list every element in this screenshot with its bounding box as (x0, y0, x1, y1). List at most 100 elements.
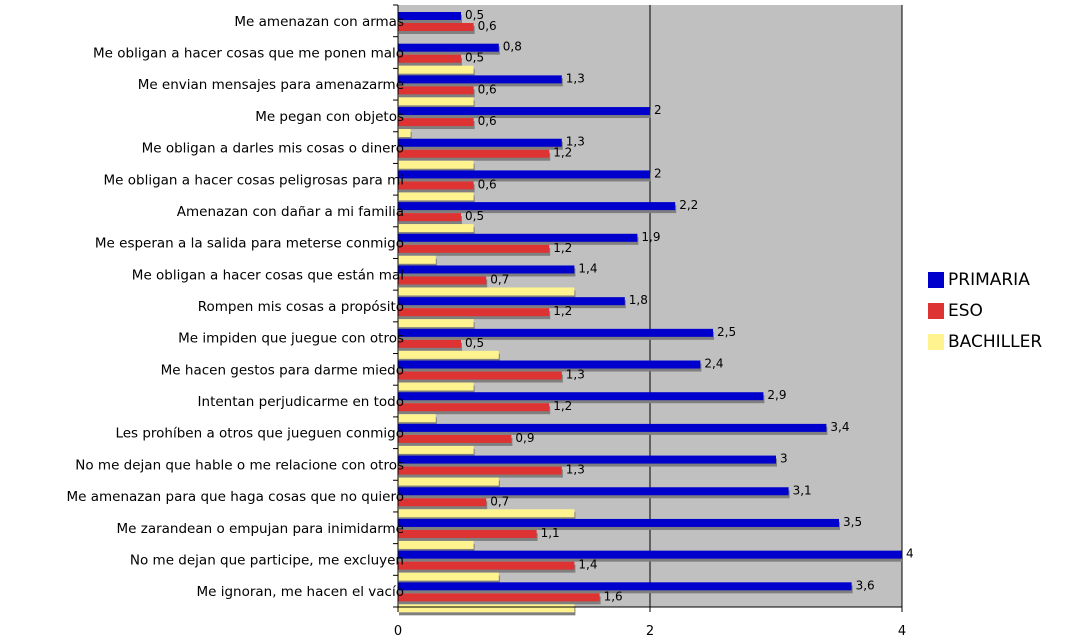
bar-eso (398, 149, 550, 158)
legend-label-primaria: PRIMARIA (948, 269, 1030, 290)
bar-primaria (398, 518, 839, 527)
bar-eso (398, 593, 600, 602)
data-label: 0,8 (503, 40, 522, 54)
legend-item-primaria: PRIMARIA (928, 264, 1042, 295)
data-label: 0,6 (478, 177, 497, 191)
bar-bachiller (398, 382, 474, 391)
bar-primaria (398, 582, 852, 591)
data-label: 3,6 (856, 578, 875, 592)
data-label: 1,3 (566, 463, 585, 477)
category-label: Me zarandean o empujan para inimidarme (116, 521, 404, 537)
bar-eso (398, 86, 474, 95)
bar-eso (398, 54, 461, 63)
data-label: 2 (654, 166, 662, 180)
bar-eso (398, 498, 487, 507)
bar-bachiller (398, 160, 474, 169)
data-label: 1,2 (553, 399, 572, 413)
legend-item-bachiller: BACHILLER (928, 326, 1042, 357)
data-label: 0,6 (478, 19, 497, 33)
category-label: Rompen mis cosas a propósito (198, 299, 404, 315)
data-label: 1,4 (578, 558, 597, 572)
bar-eso (398, 213, 461, 222)
category-label: Me pegan con objetos (255, 109, 404, 125)
data-label: 4 (906, 547, 914, 561)
bar-primaria (398, 75, 562, 84)
data-label: 1,2 (553, 241, 572, 255)
bar-bachiller (398, 509, 575, 518)
category-label: Me amenazan para que haga cosas que no q… (67, 489, 405, 505)
category-label: Intentan perjudicarme en todo (198, 394, 404, 410)
data-label: 3,4 (830, 420, 849, 434)
data-label: 2 (654, 103, 662, 117)
data-label: 1,1 (541, 526, 560, 540)
x-tick-label: 2 (646, 624, 654, 639)
data-label: 2,4 (704, 357, 723, 371)
bar-primaria (398, 43, 499, 52)
bar-eso (398, 561, 575, 570)
legend-label-bachiller: BACHILLER (948, 331, 1043, 352)
data-label: 0,7 (490, 494, 509, 508)
data-label: 1,3 (566, 368, 585, 382)
bar-eso (398, 244, 550, 253)
data-label: 2,9 (767, 388, 786, 402)
category-label: Me envian mensajes para amenazarme (138, 77, 404, 93)
bar-primaria (398, 487, 789, 496)
bar-primaria (398, 138, 562, 147)
data-label: 2,5 (717, 325, 736, 339)
data-label: 0,6 (478, 114, 497, 128)
bar-bachiller (398, 319, 474, 328)
legend-item-eso: ESO (928, 295, 1042, 326)
bar-eso (398, 371, 562, 380)
legend-swatch-eso (928, 302, 944, 319)
data-label: 0,5 (465, 8, 484, 22)
bar-eso (398, 403, 550, 412)
bar-primaria (398, 107, 650, 116)
data-label: 1,6 (604, 589, 623, 603)
bar-primaria (398, 392, 764, 401)
bar-bachiller (398, 477, 499, 486)
bar-eso (398, 308, 550, 317)
data-label: 3,1 (793, 483, 812, 497)
data-label: 3,5 (843, 515, 862, 529)
bar-primaria (398, 455, 776, 464)
bar-primaria (398, 202, 676, 211)
bar-primaria (398, 170, 650, 179)
bar-bachiller (398, 97, 474, 106)
category-label: Me obligan a darles mis cosas o dinero (142, 141, 404, 157)
data-label: 1,9 (641, 230, 660, 244)
legend-swatch-bachiller (928, 333, 944, 350)
legend-label-eso: ESO (948, 300, 983, 321)
category-label: Me esperan a la salida para meterse conm… (95, 236, 404, 252)
bar-eso (398, 23, 474, 31)
data-label: 2,2 (679, 198, 698, 212)
data-label: 1,8 (629, 293, 648, 307)
bar-primaria (398, 550, 902, 559)
category-label: Amenazan con dañar a mi familia (177, 204, 404, 220)
bar-bachiller (398, 572, 499, 581)
data-label: 3 (780, 452, 788, 466)
bar-eso (398, 434, 512, 443)
legend: PRIMARIA ESO BACHILLER (928, 264, 1042, 357)
data-label: 1,2 (553, 146, 572, 160)
category-label: Me impiden que juegue con otros (178, 331, 404, 347)
x-tick-label: 4 (898, 624, 906, 639)
bar-bachiller (398, 540, 474, 549)
category-label: No me dejan que hable o me relacione con… (75, 457, 404, 473)
data-label: 1,3 (566, 135, 585, 149)
bar-eso (398, 118, 474, 127)
bar-primaria (398, 423, 827, 432)
bar-bachiller (398, 445, 474, 454)
bar-bachiller (398, 192, 474, 201)
x-tick-label: 0 (394, 624, 402, 639)
bar-eso (398, 276, 487, 285)
bar-primaria (398, 12, 461, 20)
bar-primaria (398, 233, 638, 242)
category-label: Me amenazan con armas (234, 14, 404, 30)
bar-bachiller (398, 350, 499, 359)
bar-bachiller (398, 255, 436, 264)
category-label: No me dejan que participe, me excluyen (130, 552, 404, 568)
bar-primaria (398, 360, 701, 369)
bar-primaria (398, 328, 713, 337)
data-label: 0,6 (478, 82, 497, 96)
